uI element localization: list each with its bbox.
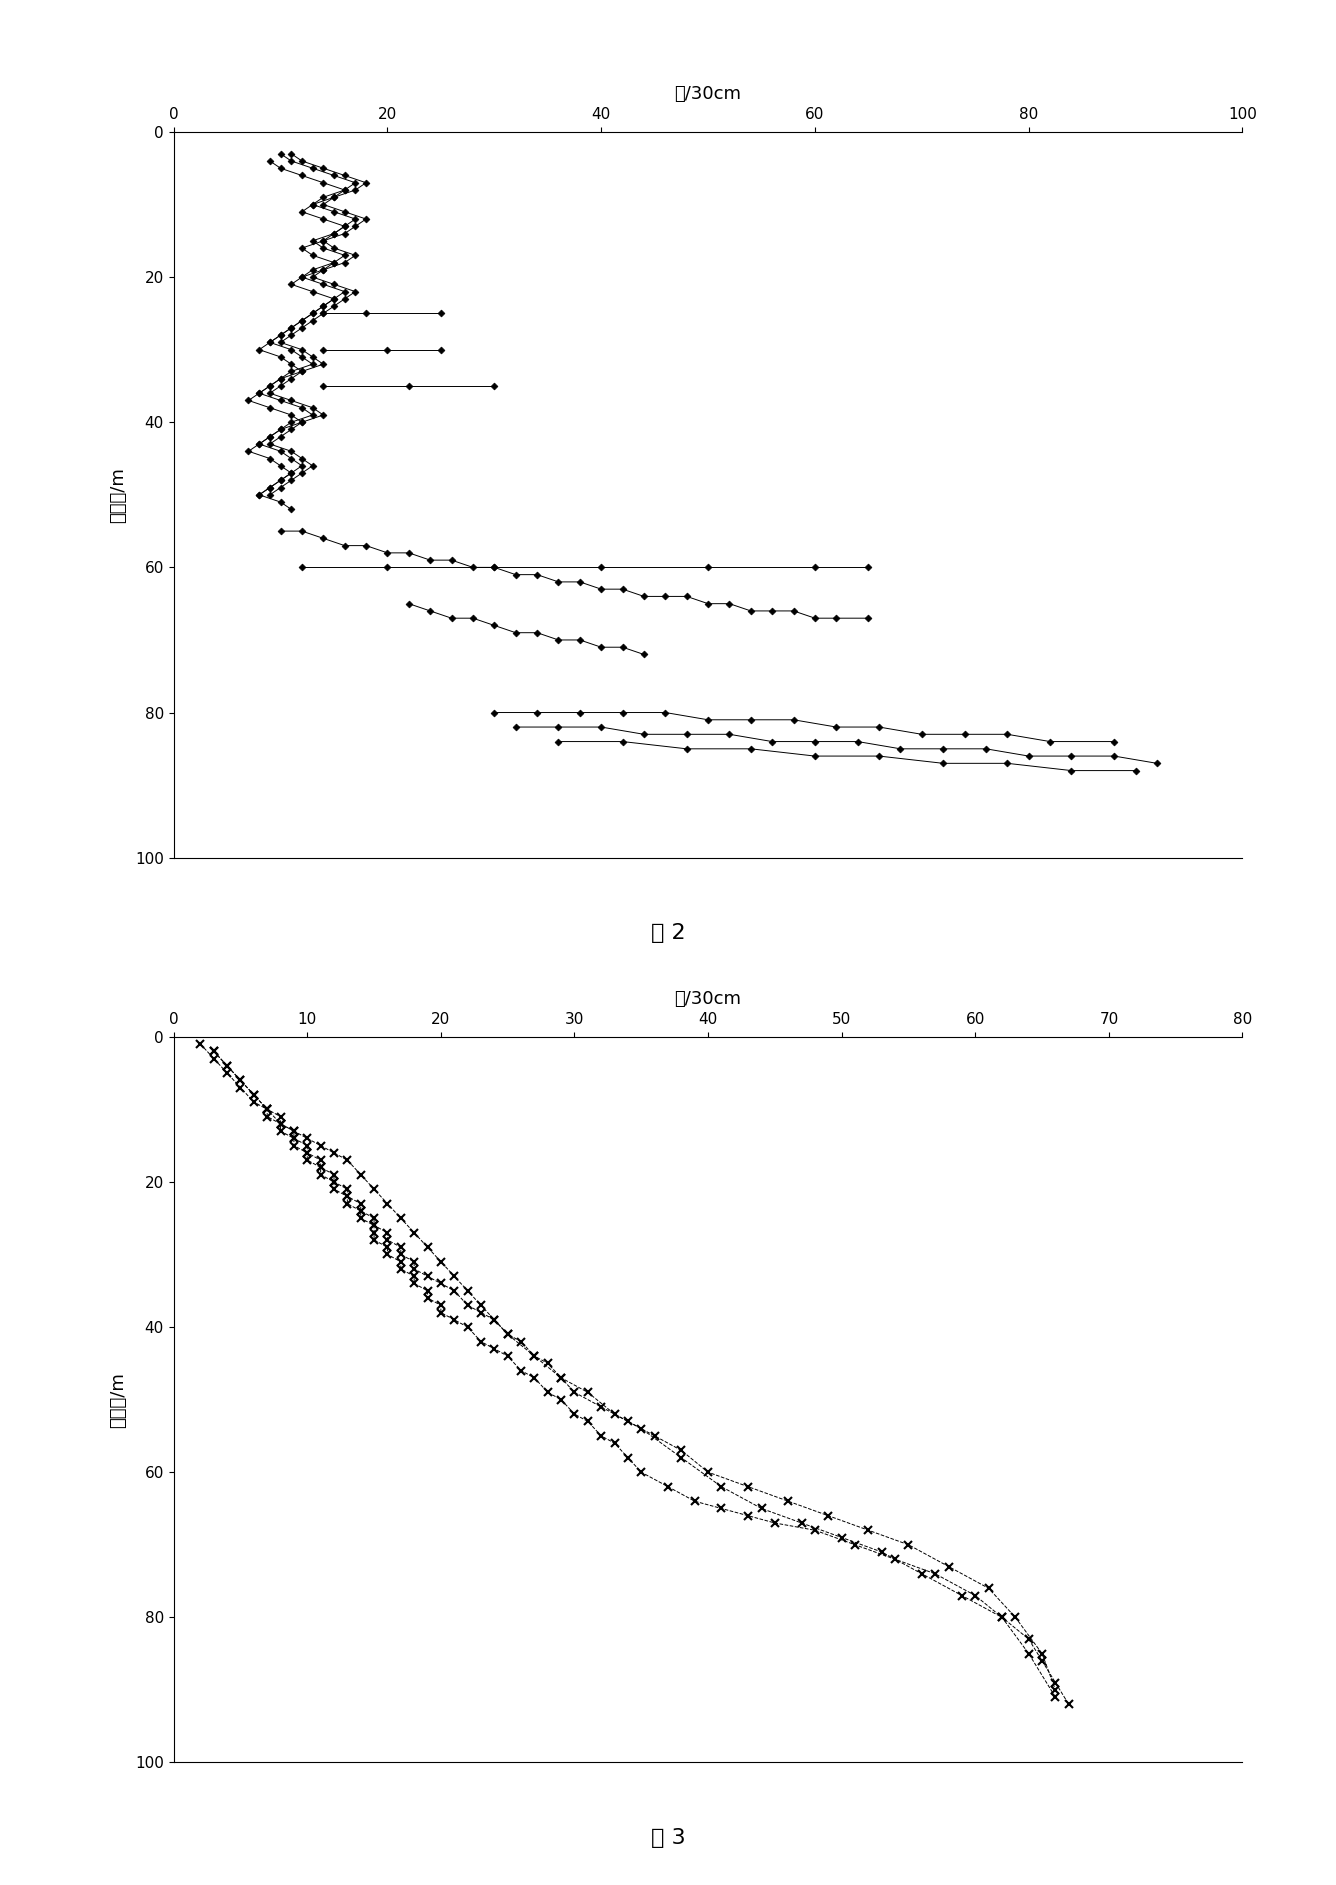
- Y-axis label: 贯入度/m: 贯入度/m: [108, 1372, 127, 1427]
- X-axis label: 击/30cm: 击/30cm: [675, 990, 741, 1008]
- Text: 图 3: 图 3: [651, 1828, 685, 1847]
- X-axis label: 击/30cm: 击/30cm: [675, 85, 741, 104]
- Y-axis label: 贯入度/m: 贯入度/m: [108, 467, 127, 522]
- Text: 图 2: 图 2: [651, 924, 685, 942]
